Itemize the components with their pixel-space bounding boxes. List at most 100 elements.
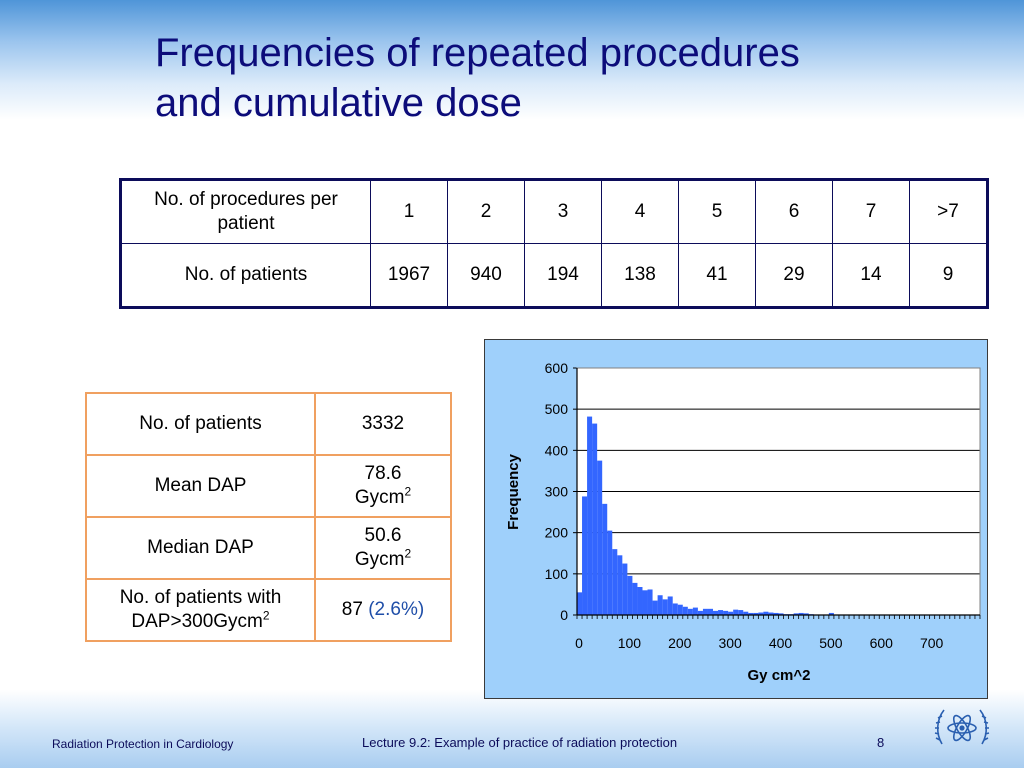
procedures-cell: 3: [524, 179, 602, 244]
stats-row: Median DAP 50.6 Gycm2: [85, 516, 452, 580]
stats-row: Mean DAP 78.6 Gycm2: [85, 454, 452, 518]
histogram-bar: [687, 608, 693, 615]
patients-cell: 194: [524, 243, 602, 308]
histogram-bar: [707, 608, 714, 615]
histogram-bar: [798, 612, 804, 615]
histogram-bar: [682, 606, 688, 615]
slide-title-line1: Frequencies of repeated procedures: [155, 31, 800, 75]
x-tick-label: 400: [769, 635, 793, 651]
stats-value: 87 (2.6%): [314, 578, 452, 642]
stats-row: No. of patients with DAP>300Gycm2 87 (2.…: [85, 578, 452, 642]
y-tick-label: 100: [545, 566, 569, 582]
patients-cell: 940: [447, 243, 525, 308]
stats-label-line1: No. of patients with: [119, 587, 282, 608]
stats-value-percent: (2.6%): [368, 599, 425, 620]
y-tick-label: 0: [560, 607, 568, 623]
histogram-bar: [793, 613, 799, 615]
y-tick-label: 300: [545, 484, 569, 500]
histogram-bar: [778, 613, 784, 615]
footer-lecture-title: Lecture 9.2: Example of practice of radi…: [362, 735, 678, 750]
histogram-bar: [632, 582, 638, 615]
histogram-bar: [677, 604, 683, 615]
slide-title: Frequencies of repeated procedures and c…: [155, 28, 955, 128]
histogram-bar: [692, 607, 698, 615]
stats-value-number: 50.6: [364, 525, 402, 546]
stats-row: No. of patients 3332: [85, 392, 452, 456]
patients-cell: 29: [755, 243, 833, 308]
histogram-bar: [753, 612, 759, 615]
y-axis-label: Frequency: [505, 453, 522, 530]
dap-statistics-table: No. of patients 3332 Mean DAP 78.6 Gycm2…: [85, 392, 452, 642]
histogram-bar: [803, 613, 809, 615]
histogram-bar: [728, 611, 734, 615]
stats-value-unit-sup: 2: [404, 484, 412, 499]
histogram-bar: [748, 612, 754, 615]
dap-histogram-svg: 0 100 200 300 400 500 600 0 100 200 300 400 500 600 70…: [505, 360, 981, 684]
stats-label: No. of patients: [85, 392, 316, 456]
histogram-bar: [733, 609, 739, 615]
histogram-bar: [662, 599, 668, 615]
histogram-bar: [622, 563, 628, 615]
histogram-bar: [582, 496, 588, 615]
histogram-bar: [738, 610, 744, 615]
y-tick-label: 600: [545, 360, 569, 376]
procedures-row-label: No. of procedures per patient: [120, 179, 371, 244]
stats-label-sup: 2: [262, 608, 270, 623]
procedures-cell: 5: [678, 179, 756, 244]
x-tick-label: 0: [575, 635, 583, 651]
histogram-bar: [657, 595, 663, 615]
histogram-bar: [713, 610, 719, 615]
histogram-bar: [723, 610, 729, 615]
procedures-cell: 4: [601, 179, 679, 244]
histogram-bar: [702, 608, 708, 615]
stats-value-unit: Gycm: [354, 487, 405, 508]
patients-row-label: No. of patients: [120, 243, 371, 308]
y-tick-label: 200: [545, 525, 569, 541]
stats-label: No. of patients with DAP>300Gycm2: [85, 578, 316, 642]
histogram-bar: [647, 589, 653, 615]
histogram-bar: [607, 530, 613, 615]
histogram-bar: [773, 612, 779, 615]
procedures-cell: 7: [832, 179, 910, 244]
x-tick-label: 200: [668, 635, 692, 651]
histogram-bar: [587, 416, 593, 615]
histogram-bar: [642, 590, 648, 615]
stats-value: 50.6 Gycm2: [314, 516, 452, 580]
histogram-bar: [612, 549, 618, 615]
patients-cell: 9: [909, 243, 988, 308]
stats-value: 78.6 Gycm2: [314, 454, 452, 518]
y-tick-label: 500: [545, 401, 569, 417]
header-background: [0, 0, 1024, 120]
dap-histogram: 0 100 200 300 400 500 600 0 100 200 300 400 500 600 70…: [484, 339, 988, 699]
histogram-bar: [577, 592, 583, 615]
histogram-bar: [617, 555, 623, 615]
patients-cell: 14: [832, 243, 910, 308]
procedures-cell: 1: [370, 179, 448, 244]
stats-value-number: 78.6: [364, 463, 402, 484]
histogram-bar: [592, 423, 598, 615]
patients-cell: 41: [678, 243, 756, 308]
procedures-cell: >7: [909, 179, 988, 244]
histogram-bar: [697, 610, 703, 615]
procedures-frequency-table: No. of procedures per patient 1 2 3 4 5 …: [119, 178, 989, 309]
histogram-bar: [768, 612, 774, 615]
x-tick-label: 300: [718, 635, 742, 651]
stats-label: Median DAP: [85, 516, 316, 580]
x-axis-label: Gy cm^2: [748, 667, 811, 684]
stats-label-line2: DAP>300Gycm: [131, 611, 263, 632]
histogram-bar: [718, 610, 724, 615]
histogram-bar: [672, 603, 678, 615]
histogram-bar: [763, 611, 769, 615]
histogram-bar: [597, 460, 603, 615]
x-tick-label: 600: [870, 635, 894, 651]
patients-cell: 1967: [370, 243, 448, 308]
x-tick-label: 100: [618, 635, 642, 651]
stats-value-unit-sup: 2: [404, 546, 412, 561]
histogram-bar: [758, 612, 764, 615]
stats-value-number: 87: [341, 599, 369, 620]
procedures-row: No. of procedures per patient 1 2 3 4 5 …: [120, 179, 988, 244]
footer-background: [0, 690, 1024, 768]
page-number: 8: [877, 735, 885, 750]
x-tick-label: 500: [819, 635, 843, 651]
x-tick-label: 700: [920, 635, 944, 651]
